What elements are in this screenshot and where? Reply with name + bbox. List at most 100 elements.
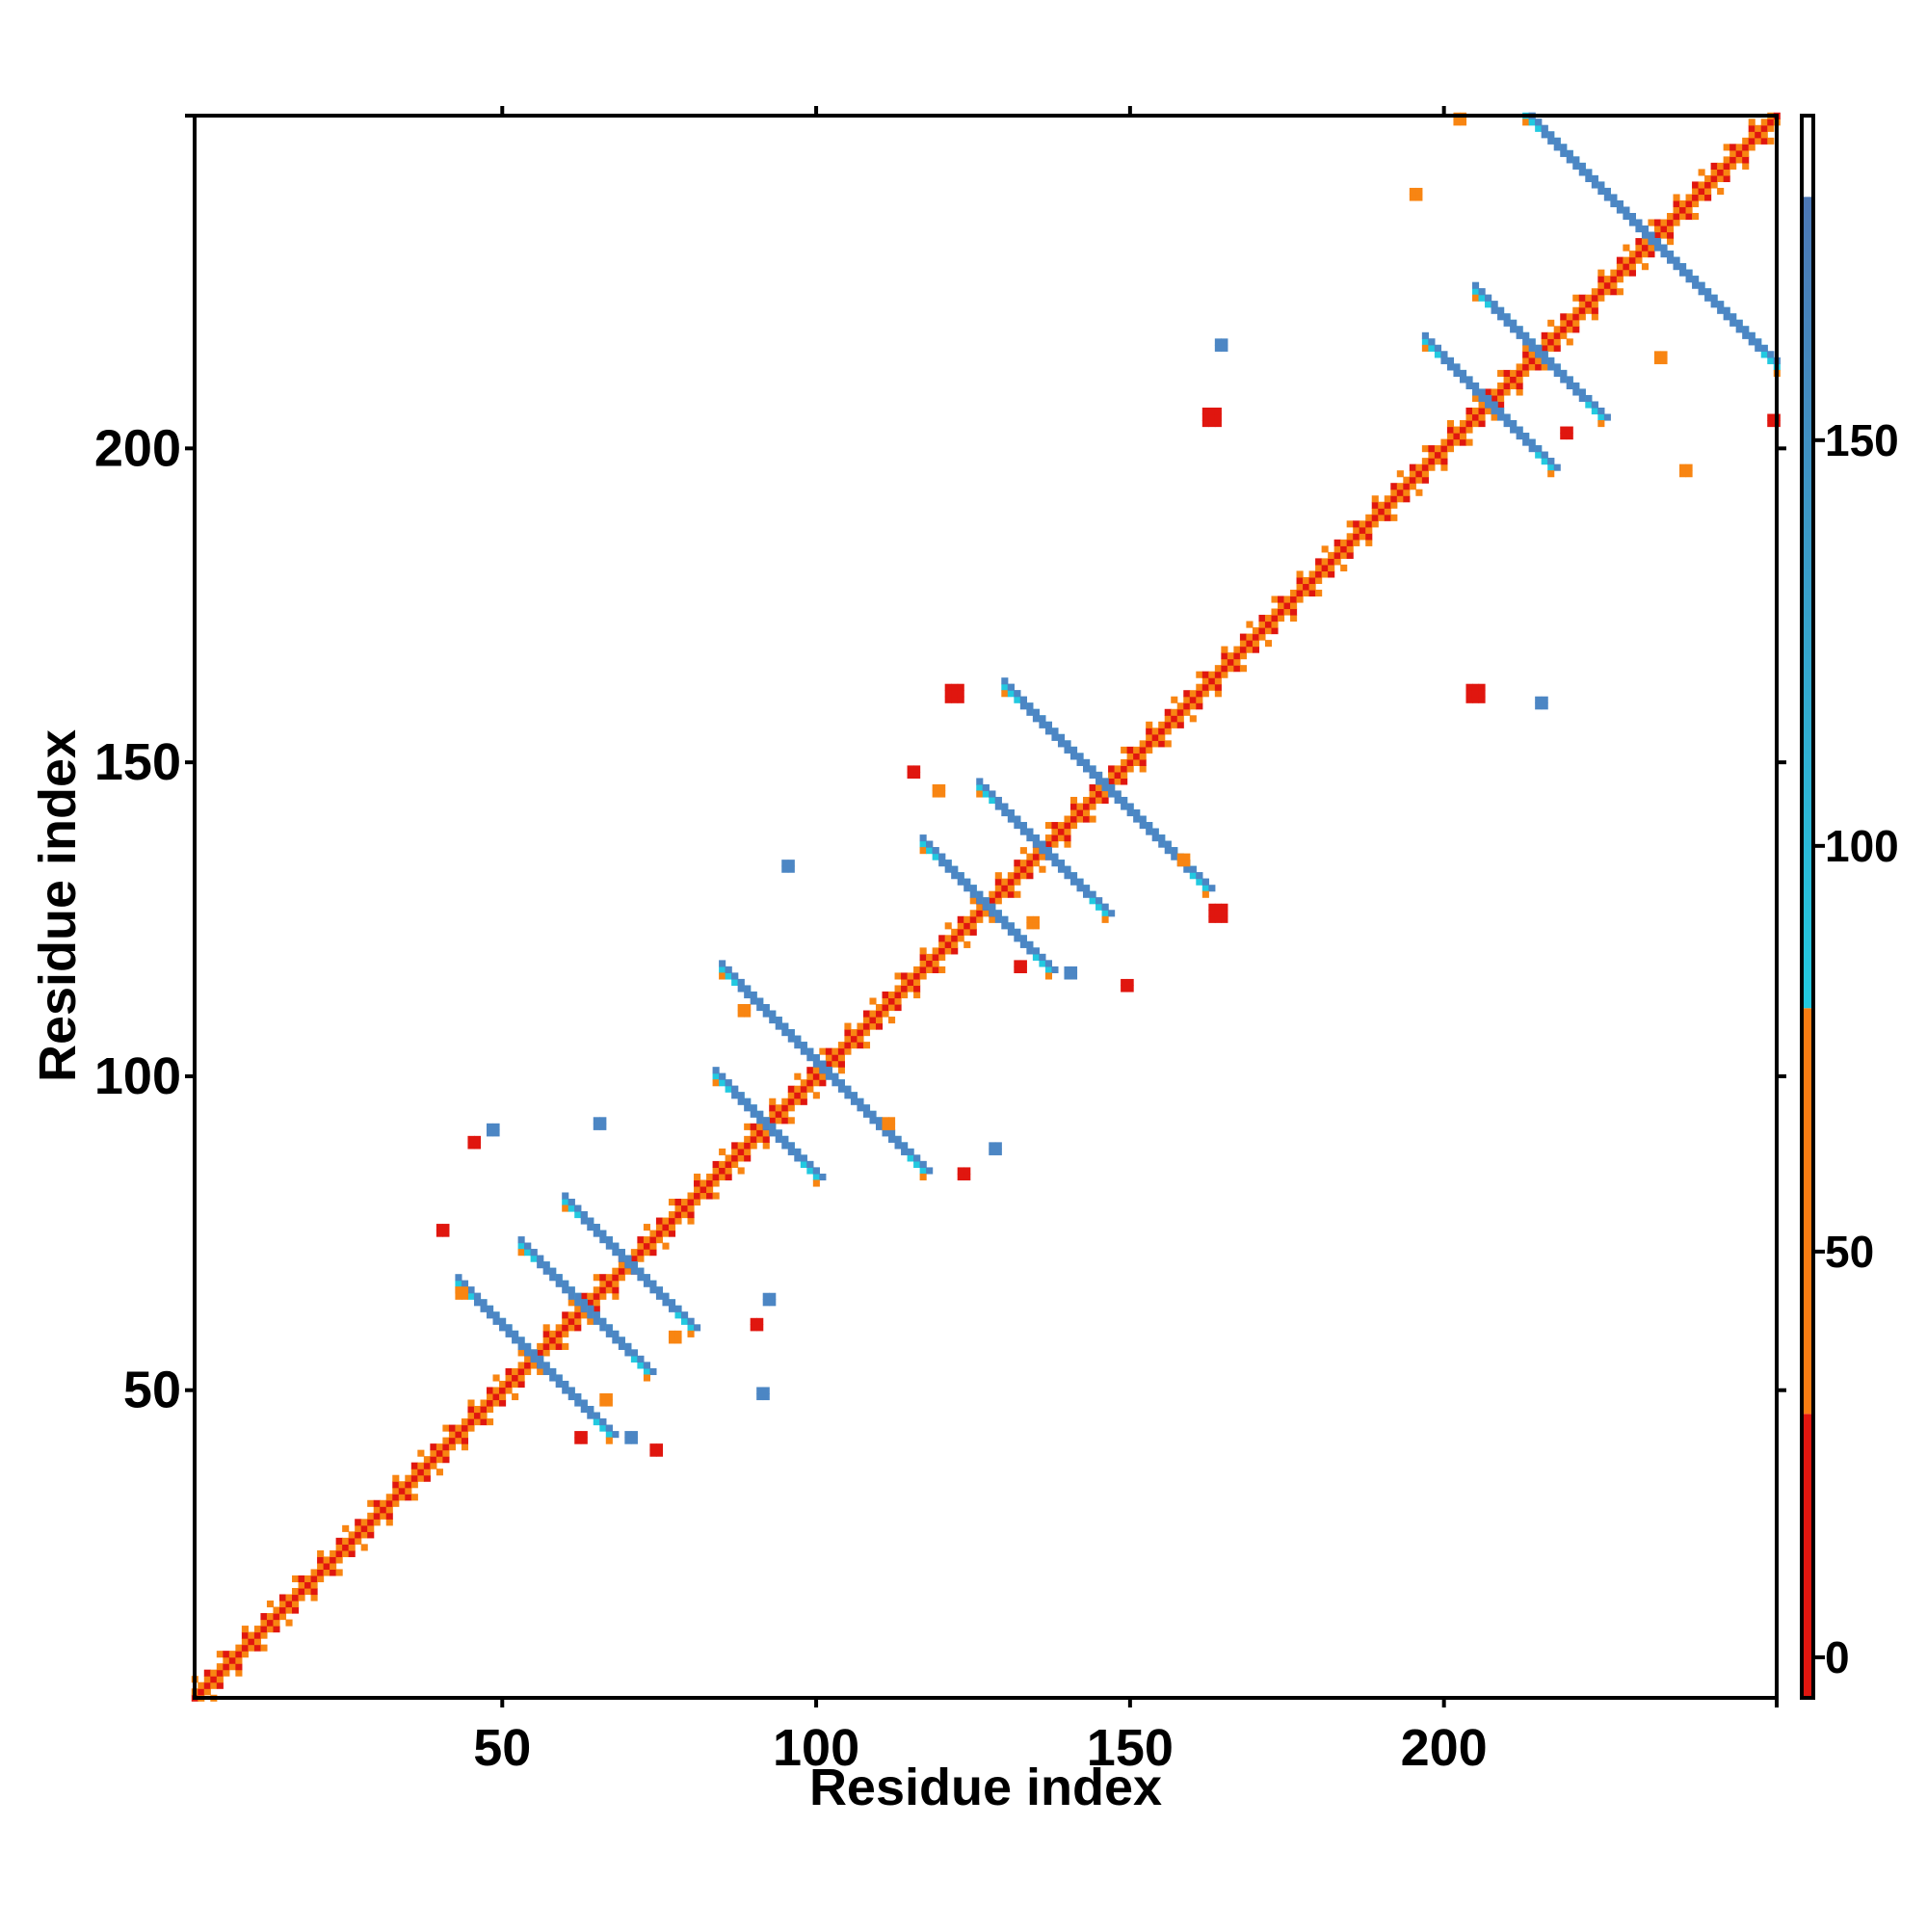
- contact-cell: [549, 1367, 557, 1376]
- diagonal-cell: [1271, 627, 1279, 635]
- contact-cell: [1108, 783, 1116, 792]
- diagonal-cell: [461, 1437, 469, 1444]
- diagonal-cell: [1735, 149, 1743, 157]
- diagonal-cell: [837, 1047, 845, 1055]
- diagonal-cell: [1278, 608, 1285, 616]
- diagonal-cell: [1566, 326, 1573, 333]
- diagonal-cell: [850, 1042, 858, 1049]
- diagonal-cell: [1032, 847, 1040, 855]
- contact-cell: [568, 1204, 575, 1212]
- diagonal-cell: [492, 1399, 500, 1407]
- contact-cell: [455, 1280, 462, 1287]
- contact-cell: [605, 1437, 613, 1444]
- contact-cell: [549, 1374, 557, 1382]
- diagonal-cell: [555, 1342, 563, 1350]
- contact-cell: [1001, 922, 1009, 930]
- diagonal-cell: [712, 1160, 720, 1168]
- contact-blob-cell: [1221, 910, 1228, 917]
- diagonal-cell: [367, 1499, 375, 1507]
- diagonal-cell: [335, 1549, 343, 1557]
- diagonal-cell: [1333, 551, 1341, 559]
- diagonal-cell: [1710, 169, 1718, 176]
- diagonal-cell: [1415, 463, 1423, 471]
- contact-cell: [989, 910, 996, 917]
- contact-cell: [555, 1274, 563, 1282]
- contact-cell: [837, 1085, 845, 1093]
- contact-cell: [982, 903, 990, 911]
- diagonal-cell: [1227, 665, 1234, 673]
- diagonal-cell: [662, 1217, 670, 1225]
- colorbar-tick-label: 0: [1825, 1632, 1850, 1682]
- diagonal-cell: [857, 1035, 864, 1043]
- diagonal-cell: [574, 1317, 582, 1325]
- contact-cell: [599, 1317, 607, 1325]
- contact-cell: [1748, 331, 1755, 339]
- diagonal-cell: [938, 966, 946, 974]
- diagonal-cell: [1591, 294, 1598, 302]
- diagonal-cell: [1258, 615, 1266, 622]
- contact-blob-cell: [1183, 853, 1191, 860]
- contact-blob-cell: [1214, 344, 1222, 352]
- diagonal-cell: [436, 1443, 443, 1451]
- contact-cell: [787, 1029, 795, 1037]
- contact-cell: [837, 1079, 845, 1087]
- diagonal-cell: [756, 1135, 764, 1143]
- diagonal-cell: [1755, 124, 1762, 132]
- diagonal-cell: [1610, 269, 1618, 277]
- contact-cell: [1158, 834, 1166, 842]
- diagonal-cell: [1616, 288, 1623, 296]
- colorbar-band: [1802, 116, 1813, 198]
- diagonal-cell: [1742, 144, 1750, 151]
- contact-cell: [1597, 413, 1605, 421]
- diagonal-cell: [593, 1274, 600, 1282]
- contact-cell: [1471, 294, 1480, 302]
- contact-cell: [750, 1110, 757, 1118]
- contact-cell: [1001, 677, 1009, 685]
- diagonal-cell: [292, 1601, 300, 1608]
- contact-cell: [530, 1249, 538, 1257]
- contact-cell: [964, 878, 971, 886]
- contact-cell: [825, 1072, 832, 1080]
- diagonal-cell: [655, 1224, 664, 1231]
- contact-blob-cell: [1541, 702, 1548, 710]
- diagonal-cell: [1114, 771, 1122, 780]
- diagonal-cell: [599, 1292, 607, 1300]
- diagonal-cell: [1528, 351, 1536, 358]
- contact-cell: [1019, 940, 1027, 948]
- diagonal-cell: [662, 1224, 670, 1231]
- diagonal-cell: [1478, 420, 1486, 428]
- diagonal-cell: [737, 1167, 745, 1175]
- diagonal-cell: [1767, 124, 1775, 132]
- diagonal-cell: [1026, 860, 1034, 867]
- contact-cell: [1057, 733, 1066, 741]
- contact-cell: [1158, 840, 1166, 848]
- diagonal-cell: [1384, 495, 1391, 503]
- diagonal-cell: [1057, 828, 1066, 835]
- contact-cell: [1485, 294, 1492, 302]
- diagonal-cell: [1158, 733, 1166, 741]
- diagonal-cell: [380, 1506, 387, 1514]
- contact-cell: [725, 972, 732, 980]
- diagonal-cell: [769, 1104, 777, 1112]
- contact-cell: [587, 1224, 594, 1231]
- diagonal-cell: [612, 1274, 620, 1282]
- diagonal-cell: [680, 1211, 689, 1219]
- contact-cell: [769, 1123, 777, 1130]
- contact-blob-cell: [1214, 338, 1222, 346]
- diagonal-cell: [1723, 169, 1730, 176]
- diagonal-cell: [1572, 313, 1580, 321]
- contact-cell: [1591, 408, 1598, 415]
- diagonal-cell: [969, 928, 977, 936]
- diagonal-cell: [1735, 144, 1743, 151]
- diagonal-cell: [1114, 778, 1122, 785]
- contact-cell: [957, 872, 964, 880]
- diagonal-cell: [342, 1524, 350, 1532]
- diagonal-cell: [1308, 576, 1316, 585]
- contact-cell: [1491, 401, 1498, 409]
- diagonal-cell: [1403, 476, 1411, 484]
- contact-cell: [1566, 156, 1573, 164]
- diagonal-cell: [542, 1342, 550, 1350]
- diagonal-cell: [837, 1042, 845, 1049]
- contact-cell: [976, 783, 984, 792]
- contact-cell: [1729, 313, 1737, 321]
